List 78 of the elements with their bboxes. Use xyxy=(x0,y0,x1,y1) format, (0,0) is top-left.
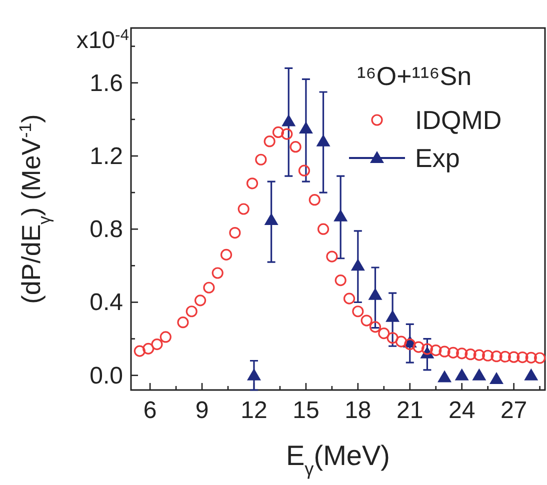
point xyxy=(421,343,434,355)
point xyxy=(255,154,267,166)
point xyxy=(454,368,469,380)
x-tick-label: 9 xyxy=(195,397,209,424)
x-tick-label: 12 xyxy=(240,397,268,424)
point xyxy=(282,114,296,126)
point xyxy=(473,349,485,361)
point xyxy=(203,282,215,294)
x-tick-label: 24 xyxy=(448,397,476,424)
point xyxy=(386,332,398,344)
x-tick-label: 21 xyxy=(396,397,424,424)
point xyxy=(194,294,206,306)
point xyxy=(369,321,382,333)
point xyxy=(430,344,442,356)
point xyxy=(352,306,364,318)
point xyxy=(350,258,365,271)
legend-label: IDQMD xyxy=(415,105,502,135)
point xyxy=(525,352,537,364)
point xyxy=(482,350,494,362)
point xyxy=(212,267,224,279)
point xyxy=(298,164,310,176)
point xyxy=(464,348,476,360)
point xyxy=(317,223,330,235)
legend-title: ¹⁶O+¹¹⁶Sn xyxy=(357,61,472,91)
point xyxy=(456,348,468,360)
point xyxy=(490,350,502,362)
y-tick-label: 1.6 xyxy=(90,70,123,97)
point xyxy=(524,368,538,380)
x-tick-label: 15 xyxy=(292,397,320,424)
point xyxy=(438,346,450,358)
point xyxy=(177,316,189,328)
point xyxy=(142,342,154,354)
point xyxy=(281,128,293,140)
point xyxy=(334,209,348,222)
point xyxy=(264,136,276,148)
point xyxy=(368,288,382,300)
point xyxy=(404,338,416,350)
point xyxy=(298,122,313,134)
point xyxy=(490,372,504,384)
point xyxy=(534,352,546,364)
x-tick-label: 18 xyxy=(344,397,372,424)
y-tick-label: 1.2 xyxy=(90,142,123,170)
point xyxy=(378,328,390,340)
point xyxy=(395,336,408,348)
point xyxy=(290,141,302,153)
point xyxy=(238,203,250,215)
point xyxy=(316,134,330,146)
point xyxy=(264,212,278,225)
x-tick-label: 6 xyxy=(143,397,157,424)
y-tick-label: 0.4 xyxy=(90,289,123,316)
point xyxy=(516,351,528,364)
point xyxy=(343,292,356,304)
point xyxy=(447,346,459,359)
y-tick-label: 0.0 xyxy=(90,362,123,390)
x-tick-label: 27 xyxy=(500,397,528,424)
point xyxy=(229,226,241,239)
point xyxy=(151,338,163,350)
point xyxy=(326,250,338,262)
point xyxy=(246,368,261,380)
point xyxy=(246,178,258,190)
point xyxy=(308,194,320,206)
y-tick-label: 0.8 xyxy=(90,216,123,244)
point xyxy=(386,310,400,322)
point xyxy=(186,306,198,318)
point xyxy=(220,248,232,261)
point xyxy=(438,370,452,382)
point xyxy=(134,345,146,357)
x-axis-title: E$_{γ}$(MeV) xyxy=(286,440,390,479)
point xyxy=(412,341,424,353)
point xyxy=(472,368,486,380)
text: x10$^{-4}$ xyxy=(76,26,130,54)
point xyxy=(360,314,372,326)
point xyxy=(160,331,172,343)
point xyxy=(508,351,520,363)
legend-label: Exp xyxy=(415,143,460,173)
point xyxy=(334,274,346,286)
point xyxy=(499,350,511,363)
point xyxy=(272,126,284,138)
